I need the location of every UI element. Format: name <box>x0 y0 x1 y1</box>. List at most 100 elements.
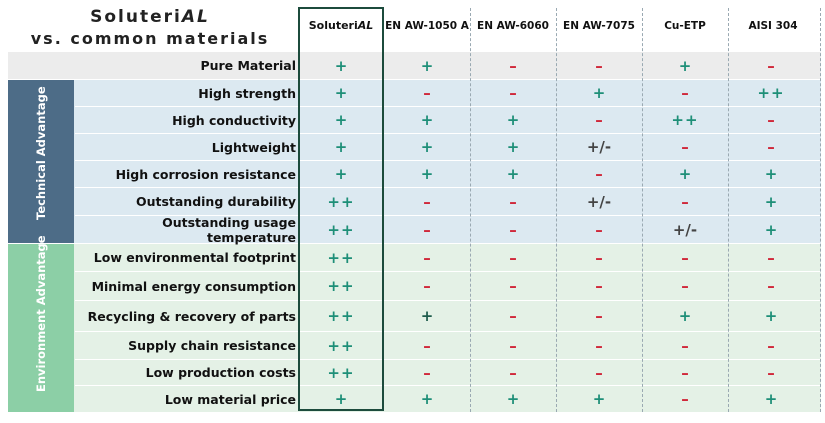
column-separator <box>556 8 557 412</box>
rating-cell: – <box>681 84 689 102</box>
title-line1-b: AL <box>181 7 210 27</box>
rating-cell: – <box>595 363 603 382</box>
rating-cell: + <box>420 307 434 325</box>
column-header-soluterial-a: Soluteri <box>308 19 358 32</box>
row-separator <box>75 385 821 386</box>
rating-cell: + <box>506 138 520 156</box>
row-label: High strength <box>198 85 296 101</box>
rating-cell: – <box>509 336 517 355</box>
rating-cell: – <box>509 277 517 295</box>
rating-cell: ++ <box>327 307 355 325</box>
rating-cell: – <box>509 192 517 211</box>
column-header-en-aw-1050a: EN AW-1050 A <box>385 19 469 32</box>
row-label: Low material price <box>164 391 296 407</box>
rating-cell: + <box>506 165 520 183</box>
row-separator <box>8 243 821 244</box>
row-label: High corrosion resistance <box>115 166 296 182</box>
rating-cell: – <box>509 363 517 382</box>
rating-cell: + <box>678 307 692 325</box>
row-label: Recycling & recovery of parts <box>87 308 296 324</box>
rating-cell: – <box>595 277 603 295</box>
rating-cell: – <box>595 336 603 355</box>
row-separator <box>75 133 821 134</box>
rating-cell: – <box>595 220 603 239</box>
rating-cell: – <box>423 220 431 239</box>
rating-cell: + <box>334 138 348 156</box>
rating-cell: + <box>420 138 434 156</box>
rating-cell: + <box>334 111 348 129</box>
column-separator <box>642 8 643 412</box>
pure-material-band <box>8 52 821 79</box>
rating-cell: – <box>423 336 431 355</box>
column-header-en-aw-6060: EN AW-6060 <box>477 19 549 32</box>
row-label: Low production costs <box>145 365 296 380</box>
rating-cell: – <box>423 84 431 102</box>
rating-cell: + <box>764 192 778 211</box>
rating-cell: ++ <box>327 336 355 355</box>
rating-cell: + <box>764 390 778 408</box>
soluterial-column-highlight <box>298 7 384 411</box>
chart-title: SoluteriAL vs. common materials <box>0 6 300 50</box>
rating-cell: – <box>423 192 431 211</box>
rating-cell: – <box>681 390 689 408</box>
rating-cell: + <box>334 56 348 75</box>
rating-cell: – <box>767 363 775 382</box>
row-separator <box>75 331 821 332</box>
column-separator <box>470 8 471 412</box>
rating-cell: – <box>423 277 431 295</box>
column-header-soluterial-b: AL <box>357 19 374 32</box>
row-label: Minimal energy consumption <box>91 278 296 294</box>
row-label: High conductivity <box>172 112 296 128</box>
rating-cell: ++ <box>757 84 785 102</box>
column-header-cu-etp: Cu-ETP <box>664 19 706 32</box>
rating-cell: + <box>592 390 606 408</box>
environment-band <box>8 244 821 412</box>
row-separator <box>75 359 821 360</box>
rating-cell: – <box>767 56 775 75</box>
column-header-en-aw-7075: EN AW-7075 <box>563 19 635 32</box>
rating-cell: – <box>767 277 775 295</box>
rating-cell: ++ <box>327 277 355 295</box>
rating-cell: – <box>509 220 517 239</box>
rating-cell: + <box>420 56 434 75</box>
rating-cell: ++ <box>327 363 355 382</box>
rating-cell: + <box>678 56 692 75</box>
row-separator <box>75 300 821 301</box>
title-line2: vs. common materials <box>30 29 270 48</box>
rating-cell: + <box>420 165 434 183</box>
row-separator <box>75 215 821 216</box>
technical-group-label-bg <box>8 80 74 243</box>
row-label: Outstanding durability <box>135 194 296 209</box>
column-header-soluterial: Soluteri AL <box>300 0 382 51</box>
rating-cell: + <box>506 111 520 129</box>
rating-cell: + <box>764 220 778 239</box>
rating-cell: – <box>767 248 775 267</box>
rating-cell: – <box>681 336 689 355</box>
rating-cell: – <box>595 307 603 325</box>
rating-cell: – <box>595 248 603 267</box>
rating-cell: – <box>595 111 603 129</box>
row-separator <box>75 160 821 161</box>
row-label: Pure Material <box>200 58 296 73</box>
rating-cell: +/- <box>672 220 698 239</box>
rating-cell: – <box>681 277 689 295</box>
row-label: Outstanding usage temperature <box>162 214 296 245</box>
rating-cell: – <box>509 84 517 102</box>
row-separator <box>75 187 821 188</box>
rating-cell: + <box>592 84 606 102</box>
rating-cell: ++ <box>327 248 355 267</box>
rating-cell: + <box>334 84 348 102</box>
rating-cell: – <box>423 248 431 267</box>
rating-cell: + <box>678 165 692 183</box>
environment-group-label-bg <box>8 244 74 412</box>
rating-cell: – <box>509 56 517 75</box>
rating-cell: – <box>595 165 603 183</box>
column-separator <box>820 8 821 412</box>
row-separator <box>75 106 821 107</box>
rating-cell: – <box>595 56 603 75</box>
column-separator <box>728 8 729 412</box>
column-header-aisi-304: AISI 304 <box>748 19 798 32</box>
rating-cell: +/- <box>586 138 612 156</box>
rating-cell: – <box>767 138 775 156</box>
rating-cell: – <box>767 111 775 129</box>
